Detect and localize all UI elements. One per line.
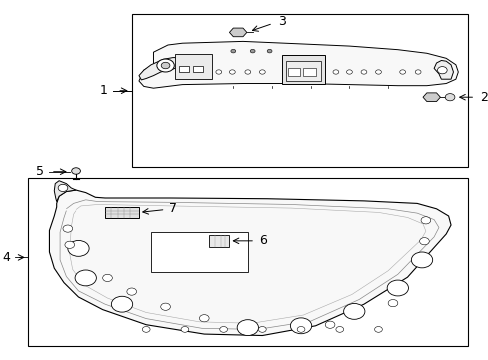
Circle shape	[65, 241, 75, 248]
Text: 1: 1	[100, 84, 107, 97]
Circle shape	[266, 49, 271, 53]
Circle shape	[258, 327, 265, 332]
Circle shape	[229, 70, 235, 74]
Bar	[287, 68, 300, 76]
Circle shape	[58, 184, 68, 192]
Text: 4: 4	[2, 251, 10, 264]
Bar	[285, 61, 321, 81]
Circle shape	[290, 318, 311, 334]
Circle shape	[181, 327, 188, 332]
Circle shape	[346, 70, 352, 74]
Text: 2: 2	[479, 91, 487, 104]
Circle shape	[360, 70, 366, 74]
Circle shape	[199, 315, 209, 322]
Polygon shape	[54, 181, 76, 202]
Circle shape	[219, 327, 227, 332]
Text: 6: 6	[259, 234, 266, 247]
Circle shape	[445, 94, 454, 101]
Circle shape	[386, 280, 407, 296]
Circle shape	[414, 70, 420, 74]
Polygon shape	[139, 41, 457, 88]
Circle shape	[399, 70, 405, 74]
Circle shape	[161, 62, 169, 69]
Bar	[175, 54, 211, 79]
Circle shape	[102, 274, 112, 282]
Bar	[105, 207, 139, 218]
Circle shape	[297, 327, 305, 332]
Circle shape	[335, 327, 343, 332]
Circle shape	[126, 288, 136, 295]
Text: 3: 3	[277, 15, 285, 28]
Polygon shape	[139, 58, 182, 80]
Circle shape	[437, 67, 446, 74]
Circle shape	[325, 321, 334, 328]
Bar	[179, 66, 188, 72]
Circle shape	[375, 70, 381, 74]
Circle shape	[63, 225, 73, 232]
Circle shape	[419, 238, 428, 245]
Text: 5: 5	[36, 165, 43, 178]
Circle shape	[410, 252, 432, 268]
Bar	[209, 235, 229, 247]
Bar	[303, 68, 315, 76]
Bar	[151, 232, 247, 272]
Circle shape	[68, 240, 89, 256]
Circle shape	[111, 296, 132, 312]
Bar	[193, 66, 203, 72]
Circle shape	[420, 217, 430, 224]
Circle shape	[215, 70, 221, 74]
Text: 7: 7	[169, 202, 177, 215]
Bar	[131, 14, 467, 167]
Circle shape	[75, 270, 96, 286]
Circle shape	[237, 320, 258, 336]
Circle shape	[72, 168, 80, 174]
Circle shape	[161, 303, 170, 310]
Circle shape	[230, 49, 235, 53]
Polygon shape	[422, 93, 440, 102]
Circle shape	[157, 59, 174, 72]
Circle shape	[332, 70, 338, 74]
Circle shape	[259, 70, 264, 74]
Polygon shape	[433, 60, 452, 79]
Circle shape	[374, 327, 382, 332]
Bar	[28, 178, 467, 346]
Polygon shape	[229, 28, 246, 37]
Circle shape	[387, 300, 397, 307]
Circle shape	[142, 327, 150, 332]
Circle shape	[250, 49, 255, 53]
Polygon shape	[49, 190, 450, 336]
Bar	[281, 55, 325, 84]
Circle shape	[343, 303, 364, 319]
Circle shape	[244, 70, 250, 74]
